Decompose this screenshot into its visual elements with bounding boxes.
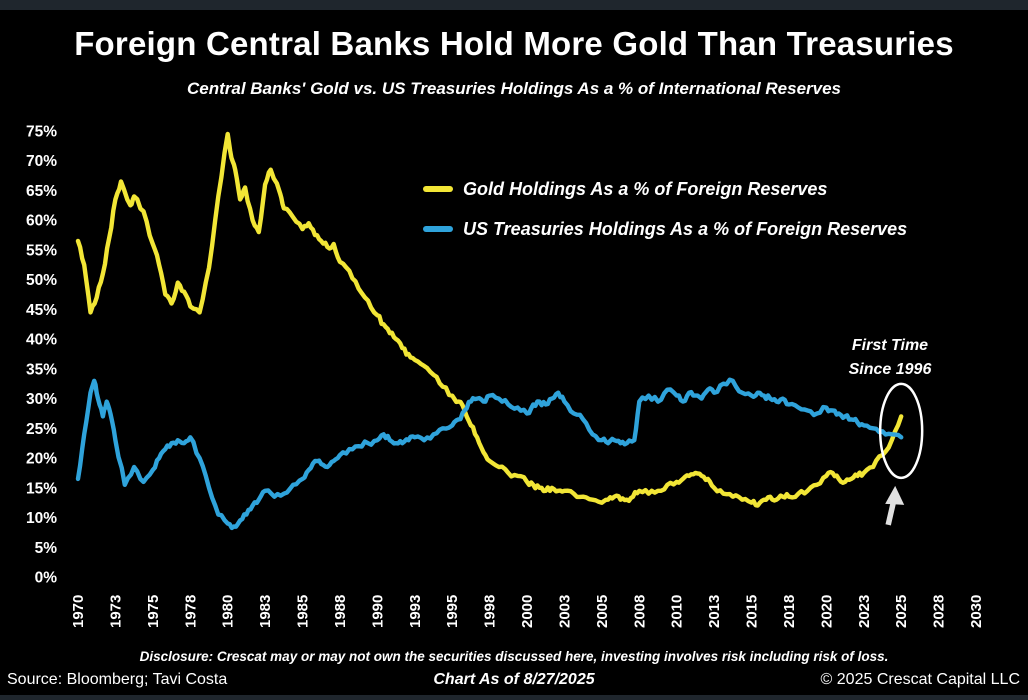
y-tick-label: 25% xyxy=(26,421,57,438)
x-tick-label: 2015 xyxy=(744,595,761,628)
x-tick-label: 2023 xyxy=(856,595,873,628)
gold-line xyxy=(75,131,904,508)
x-tick-label: 2005 xyxy=(594,595,611,628)
y-tick-label: 10% xyxy=(26,510,57,527)
highlight-ellipse xyxy=(878,382,924,480)
treasuries-line xyxy=(75,377,904,531)
bottom-border-strip xyxy=(0,695,1028,700)
annotation-first-time-since-1996: First Time Since 1996 xyxy=(805,334,975,382)
x-tick-label: 2010 xyxy=(669,595,686,628)
y-tick-label: 35% xyxy=(26,361,57,378)
copyright-text: © 2025 Crescat Capital LLC xyxy=(820,671,1020,688)
y-tick-label: 55% xyxy=(26,242,57,259)
y-tick-label: 5% xyxy=(35,540,58,557)
x-tick-label: 2018 xyxy=(781,595,798,628)
x-tick-label: 1975 xyxy=(145,595,162,628)
top-border-strip xyxy=(0,0,1028,10)
y-tick-label: 30% xyxy=(26,391,57,408)
y-tick-label: 65% xyxy=(26,183,57,200)
x-tick-label: 1995 xyxy=(444,595,461,628)
y-tick-label: 50% xyxy=(26,272,57,289)
y-tick-label: 45% xyxy=(26,302,57,319)
x-tick-label: 1985 xyxy=(295,595,312,628)
y-tick-label: 15% xyxy=(26,480,57,497)
x-tick-label: 2025 xyxy=(893,595,910,628)
x-tick-label: 2030 xyxy=(968,595,985,628)
chart-title: Foreign Central Banks Hold More Gold Tha… xyxy=(74,25,954,62)
source-text: Source: Bloomberg; Tavi Costa xyxy=(7,671,228,688)
legend-item-treasuries: US Treasuries Holdings As a % of Foreign… xyxy=(423,216,907,242)
x-tick-label: 1970 xyxy=(70,595,87,628)
y-tick-label: 0% xyxy=(35,570,58,587)
x-tick-label: 2003 xyxy=(556,595,573,628)
x-tick-label: 2000 xyxy=(519,595,536,628)
x-tick-label: 1983 xyxy=(257,595,274,628)
y-tick-label: 60% xyxy=(26,213,57,230)
annotation-line-2: Since 1996 xyxy=(848,361,932,378)
x-tick-label: 2013 xyxy=(706,595,723,628)
x-tick-label: 1978 xyxy=(182,595,199,628)
chart-as-of-text: Chart As of 8/27/2025 xyxy=(433,671,595,688)
gold-line-swatch xyxy=(423,186,453,192)
y-tick-label: 20% xyxy=(26,451,57,468)
legend-label-treasuries: US Treasuries Holdings As a % of Foreign… xyxy=(463,218,908,239)
y-tick-label: 40% xyxy=(26,332,57,349)
x-tick-label: 2020 xyxy=(818,595,835,628)
x-tick-label: 1973 xyxy=(107,595,124,628)
y-tick-label: 70% xyxy=(26,153,57,170)
legend-label-gold: Gold Holdings As a % of Foreign Reserves xyxy=(463,178,828,199)
disclosure-text: Disclosure: Crescat may or may not own t… xyxy=(139,649,889,664)
treasuries-line-swatch xyxy=(423,226,453,232)
x-tick-label: 1980 xyxy=(220,595,237,628)
x-tick-label: 2008 xyxy=(631,595,648,628)
x-tick-label: 2028 xyxy=(931,595,948,628)
x-tick-label: 1993 xyxy=(407,595,424,628)
annotation-line-1: First Time xyxy=(851,337,929,354)
x-tick-label: 1990 xyxy=(369,595,386,628)
x-tick-label: 1998 xyxy=(482,595,499,628)
x-tick-label: 1988 xyxy=(332,595,349,628)
chart-subtitle: Central Banks' Gold vs. US Treasuries Ho… xyxy=(186,79,842,98)
legend-item-gold: Gold Holdings As a % of Foreign Reserves xyxy=(423,176,907,202)
annotation-arrow-head xyxy=(885,485,905,505)
chart-legend: Gold Holdings As a % of Foreign Reserves… xyxy=(423,176,907,256)
y-tick-label: 75% xyxy=(26,124,57,141)
